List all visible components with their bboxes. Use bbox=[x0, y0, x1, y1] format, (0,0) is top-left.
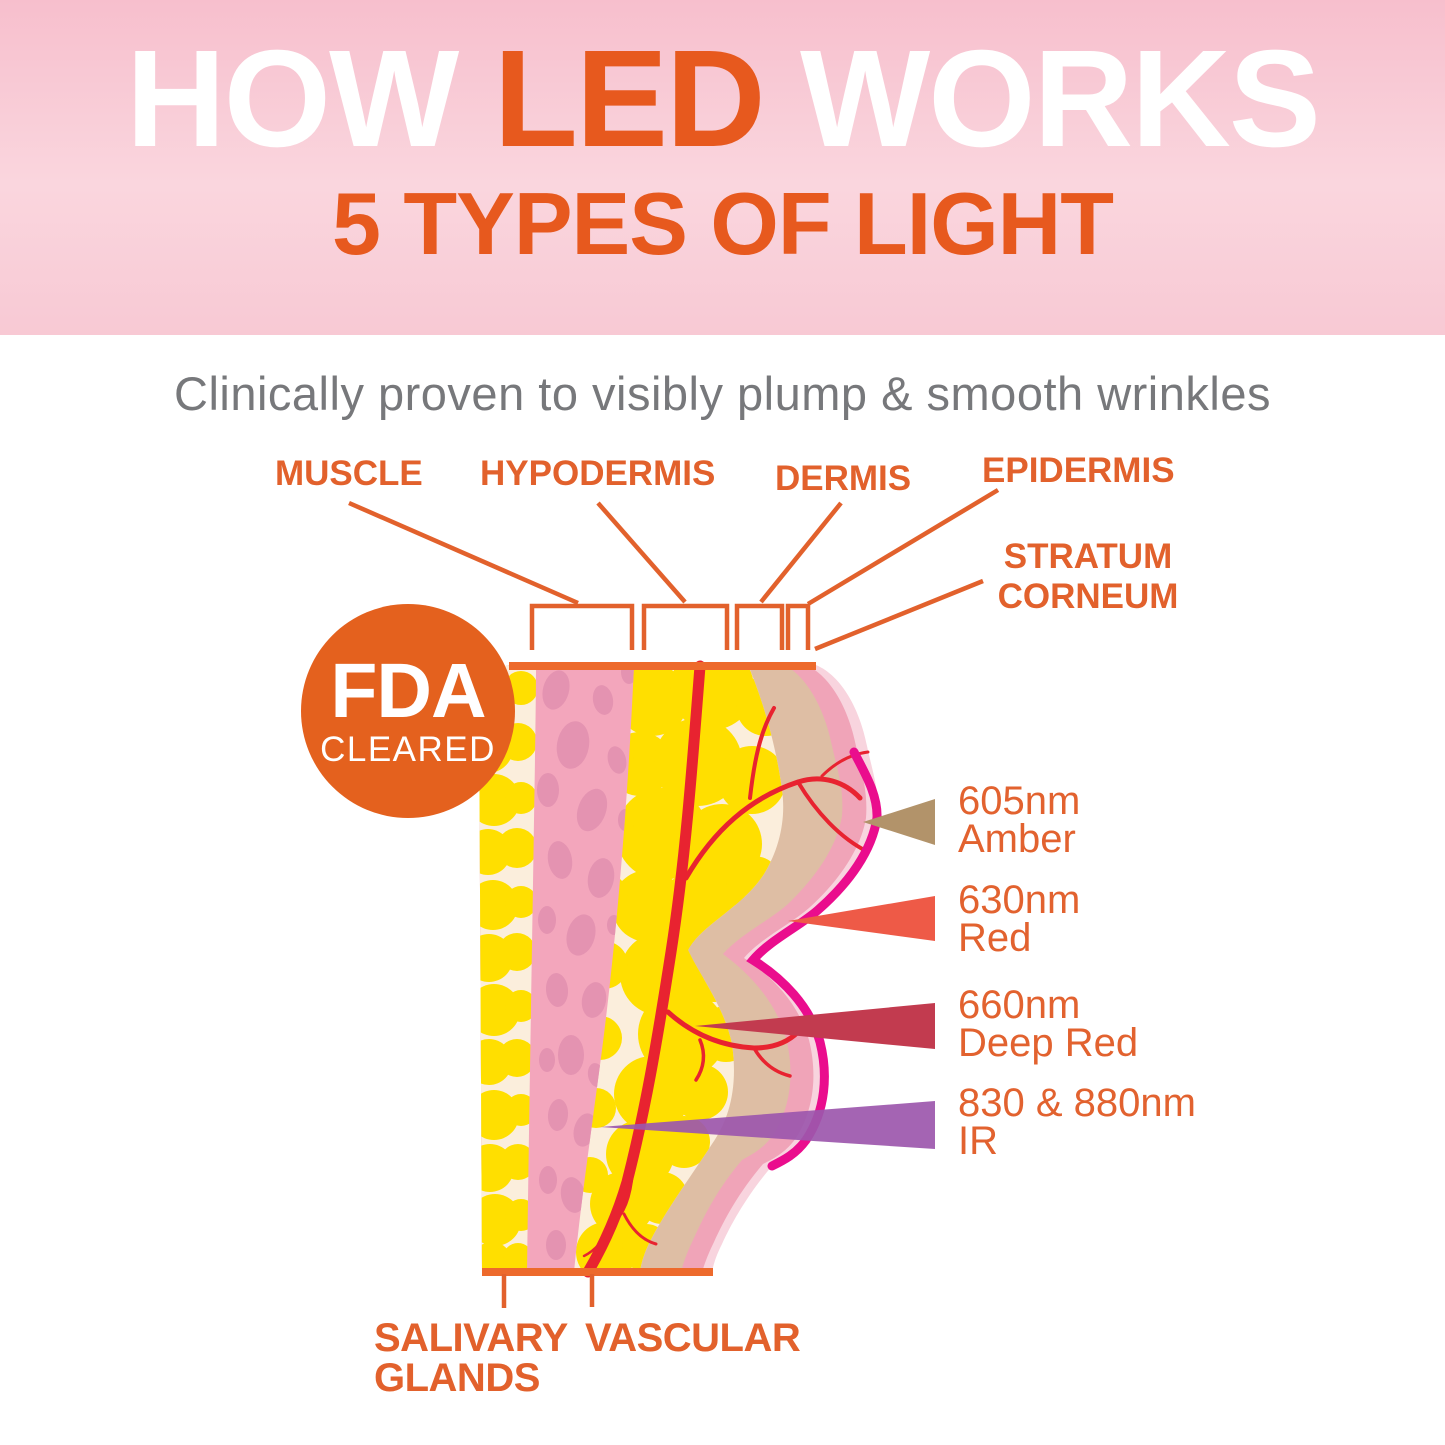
deep-red-660nm-arrow bbox=[695, 1003, 935, 1049]
dermis-bracket bbox=[734, 603, 785, 650]
title-highlight: LED bbox=[493, 22, 766, 176]
fda-badge-title: FDA bbox=[330, 648, 486, 734]
label-pointer-lines bbox=[348, 488, 1000, 652]
layer-brackets bbox=[529, 603, 811, 650]
label-vascular: VASCULAR bbox=[585, 1316, 801, 1360]
label-muscle: MUSCLE bbox=[275, 454, 423, 493]
wavelength-label-660: 660nm Deep Red bbox=[958, 983, 1139, 1065]
wavelength-arrows bbox=[600, 799, 935, 1149]
wavelength-name: IR bbox=[958, 1119, 998, 1163]
label-stratum-corneum: STRATUM CORNEUM bbox=[983, 537, 1193, 617]
muscle-bracket bbox=[529, 603, 635, 650]
wavelength-value: 605nm bbox=[958, 779, 1081, 823]
epidermis-pointer-line bbox=[806, 488, 1000, 606]
tagline: Clinically proven to visibly plump & smo… bbox=[174, 367, 1271, 420]
hypodermis-bracket bbox=[641, 603, 730, 650]
muscle-pointer-line bbox=[348, 500, 579, 606]
skin-cross-section bbox=[479, 660, 882, 1308]
label-dermis: DERMIS bbox=[775, 459, 912, 498]
ir-830-880nm-arrow bbox=[600, 1101, 935, 1149]
wavelength-name: Red bbox=[958, 916, 1032, 960]
salivary-line2: GLANDS bbox=[374, 1356, 540, 1400]
wavelength-value: 830 & 880nm bbox=[958, 1081, 1196, 1125]
red-630nm-arrow bbox=[788, 896, 935, 941]
dermis-pointer-line bbox=[759, 501, 843, 604]
label-hypodermis: HYPODERMIS bbox=[480, 454, 716, 493]
wavelength-value: 630nm bbox=[958, 878, 1081, 922]
title-part2: WORKS bbox=[799, 22, 1321, 176]
wavelength-name: Deep Red bbox=[958, 1021, 1139, 1065]
wavelength-label-630: 630nm Red bbox=[958, 878, 1081, 960]
vascular-trunk bbox=[582, 660, 706, 1278]
blood-vessels bbox=[582, 660, 870, 1278]
salivary-line1: SALIVARY bbox=[374, 1316, 568, 1360]
page-subtitle: 5 TYPES OF LIGHT bbox=[332, 174, 1114, 273]
title-part1: HOW bbox=[126, 22, 459, 176]
header-band: HOW LED WORKS 5 TYPES OF LIGHT bbox=[0, 0, 1445, 335]
hypodermis-pointer-line bbox=[596, 501, 687, 604]
fda-badge-subtitle: CLEARED bbox=[320, 730, 496, 769]
stratum-pointer-line bbox=[814, 578, 984, 652]
stratum-line2: CORNEUM bbox=[997, 577, 1179, 616]
wavelength-name: Amber bbox=[958, 817, 1076, 861]
label-epidermis: EPIDERMIS bbox=[982, 451, 1175, 490]
fda-badge-circle bbox=[301, 604, 515, 818]
page-title: HOW LED WORKS bbox=[126, 30, 1321, 168]
stratum-line1: STRATUM bbox=[1003, 537, 1173, 576]
wavelength-label-830-880: 830 & 880nm IR bbox=[958, 1081, 1196, 1163]
amber-605nm-arrow bbox=[863, 799, 935, 845]
epidermis-bracket bbox=[785, 603, 811, 650]
wavelength-value: 660nm bbox=[958, 983, 1081, 1027]
label-salivary-glands: SALIVARY GLANDS bbox=[374, 1318, 568, 1398]
wavelength-label-605: 605nm Amber bbox=[958, 779, 1081, 861]
